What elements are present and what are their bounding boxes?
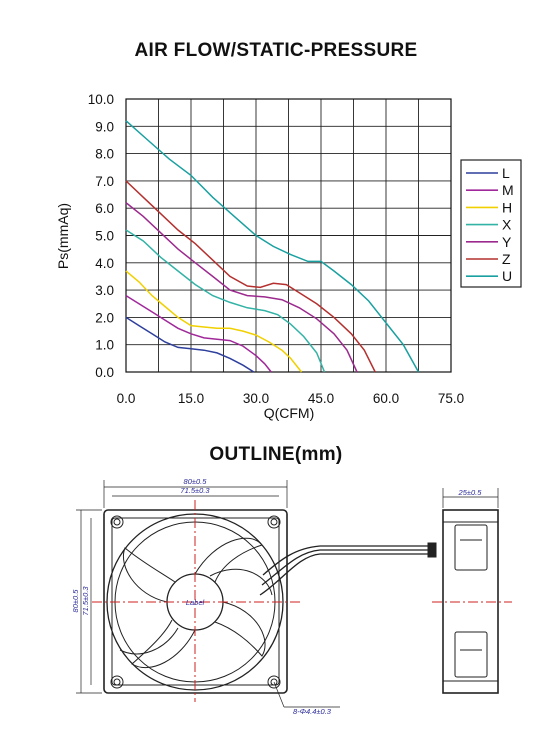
- y-tick-label: 8.0: [95, 147, 114, 162]
- series-line-y: [125, 202, 358, 373]
- series-line-u: [125, 120, 420, 373]
- front-height-dimension: 80±0.5: [71, 589, 80, 613]
- legend-label-m: M: [502, 182, 514, 198]
- y-tick-label: 1.0: [95, 338, 114, 353]
- front-width-dimension: 80±0.5: [184, 477, 208, 486]
- y-tick-label: 9.0: [95, 119, 114, 134]
- front-inner-height-dimension: 71.5±0.3: [81, 586, 90, 616]
- side-depth-dimension: 25±0.5: [458, 488, 483, 497]
- x-tick-label: 60.0: [373, 391, 399, 406]
- outline-title: OUTLINE(mm): [209, 444, 343, 465]
- y-tick-label: 4.0: [95, 256, 114, 271]
- y-tick-label: 3.0: [95, 283, 114, 298]
- legend-box: [460, 159, 522, 288]
- x-tick-label: 75.0: [438, 391, 464, 406]
- legend-label-h: H: [502, 199, 512, 215]
- legend-label-u: U: [502, 268, 512, 284]
- series-line-x: [125, 229, 326, 373]
- pressure-chart: 0.0 1.0 2.0 3.0 4.0 5.0 6.0 7.0 8.0 9.0 10.0 0.0 15…: [55, 92, 522, 421]
- y-tick-label: 6.0: [95, 201, 114, 216]
- series-line-l: [125, 316, 255, 373]
- chart-grid: [126, 99, 451, 372]
- y-tick-label: 0.0: [95, 365, 114, 380]
- x-tick-label: 30.0: [243, 391, 269, 406]
- y-axis-label: Ps(mmAq): [55, 203, 71, 269]
- series-line-h: [125, 270, 303, 373]
- series-line-z: [125, 180, 376, 373]
- legend-label-l: L: [502, 165, 510, 181]
- x-tick-label: 45.0: [308, 391, 334, 406]
- hole-spec-dimension: 8-Φ4.4±0.3: [293, 707, 332, 716]
- legend-label-x: X: [502, 217, 512, 233]
- x-tick-label: 0.0: [117, 391, 136, 406]
- x-axis-label: Q(CFM): [264, 405, 315, 421]
- series-line-m: [125, 294, 272, 373]
- legend-label-z: Z: [502, 251, 511, 267]
- y-tick-label: 2.0: [95, 310, 114, 325]
- y-tick-label: 5.0: [95, 229, 114, 244]
- y-tick-label: 7.0: [95, 174, 114, 189]
- legend-label-y: Y: [502, 234, 512, 250]
- chart-title: AIR FLOW/STATIC-PRESSURE: [134, 40, 418, 61]
- plot-frame: [125, 98, 452, 373]
- y-tick-label: 10.0: [88, 92, 114, 107]
- front-inner-width-dimension: 71.5±0.3: [180, 486, 210, 495]
- hub-label: Label: [186, 598, 205, 607]
- x-tick-label: 15.0: [178, 391, 204, 406]
